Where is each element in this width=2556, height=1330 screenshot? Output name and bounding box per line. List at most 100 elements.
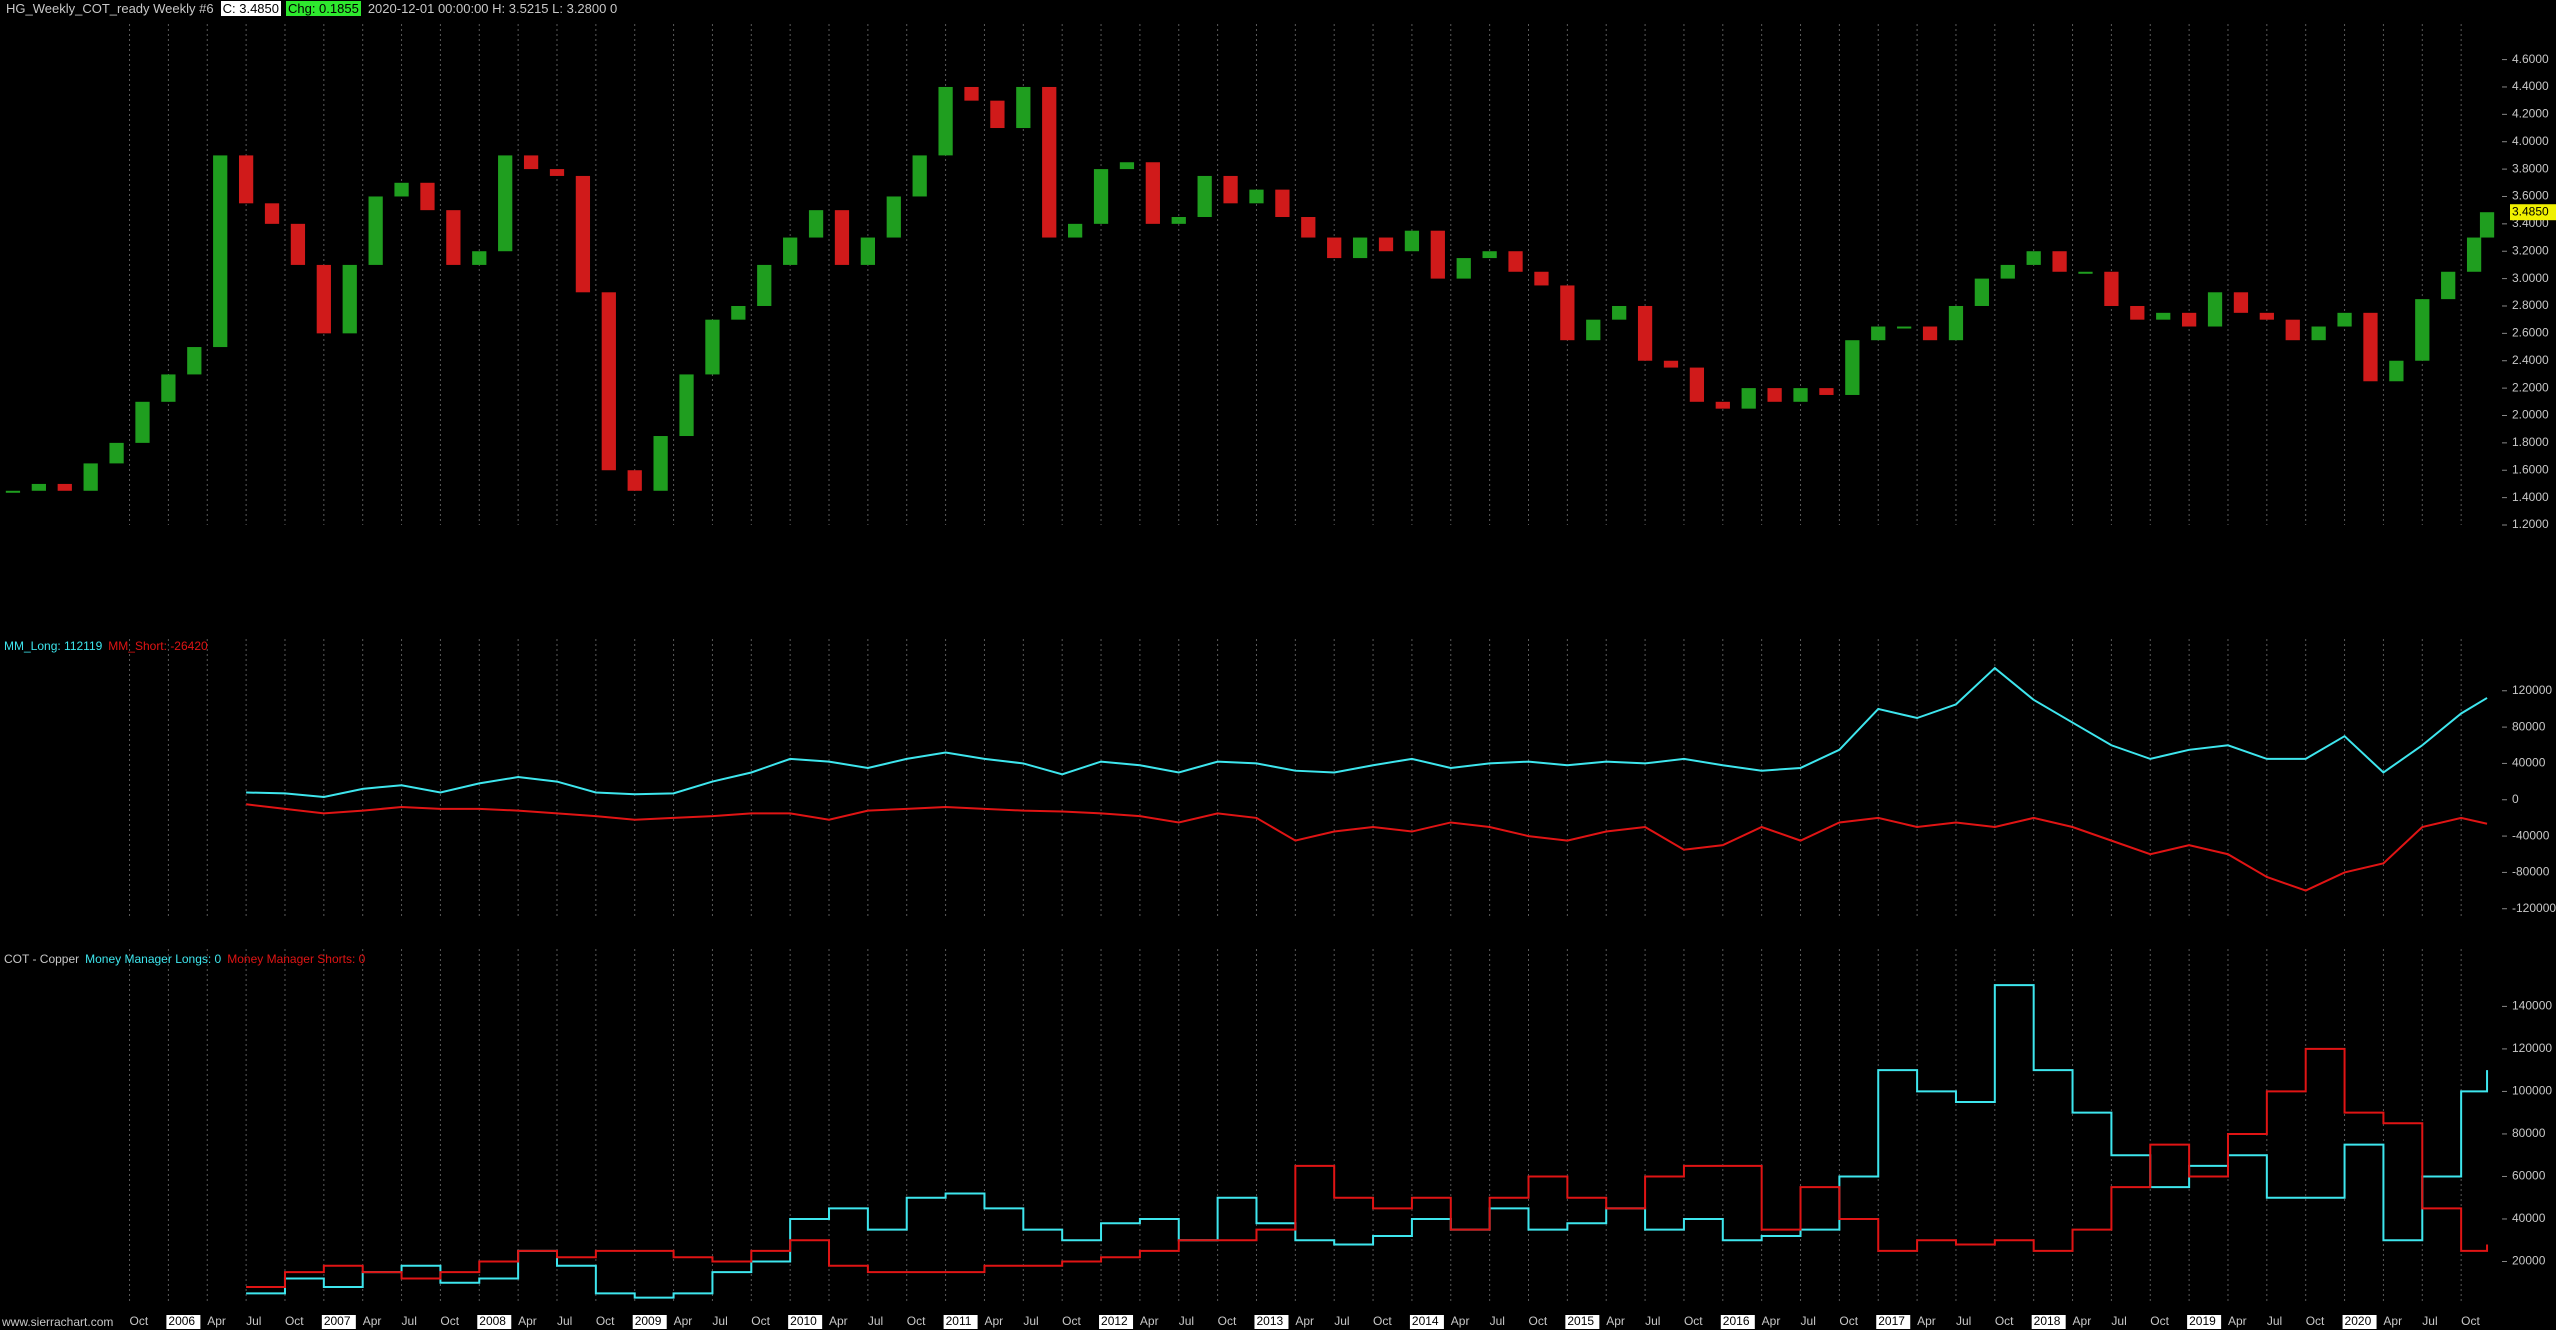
y-tick-label: 2.8000 [2512, 298, 2549, 312]
candle [368, 196, 383, 265]
x-tick-label: Apr [1606, 1314, 1625, 1328]
year-box [2031, 1315, 2066, 1329]
candle [1430, 230, 1445, 279]
panel-legend: COT - Copper Money Manager Longs: 0 Money … [4, 952, 371, 966]
candle [2078, 271, 2093, 274]
y-tick-label: 100000 [2512, 1084, 2552, 1098]
candle [135, 401, 150, 443]
candle [1637, 305, 1653, 361]
x-tick-label: Jul [246, 1314, 261, 1328]
candle [498, 155, 513, 252]
y-tick-label: 3.6000 [2512, 189, 2549, 203]
candle [2000, 264, 2015, 279]
candle [1301, 217, 1316, 238]
candle [601, 292, 616, 471]
y-tick-label: 40000 [2512, 1211, 2546, 1225]
x-tick-label: 2018 [2034, 1314, 2061, 1328]
series-line [246, 984, 2489, 1299]
watermark: www.sierrachart.com [2, 1315, 114, 1329]
candle [2285, 319, 2300, 341]
x-tick-label: Apr [207, 1314, 226, 1328]
candle [342, 264, 357, 334]
symbol: HG_Weekly_COT_ready Weekly #6 [6, 1, 214, 16]
candle [2181, 312, 2197, 327]
candle [2207, 292, 2223, 327]
candle [264, 203, 280, 224]
candle [1715, 401, 1730, 409]
y-tick-label: 2.6000 [2512, 326, 2549, 340]
candle [1042, 86, 1057, 238]
candle [679, 374, 694, 437]
y-tick-label: 40000 [2512, 756, 2546, 770]
x-tick-label: 2016 [1723, 1314, 1750, 1328]
candle [1145, 162, 1160, 224]
close-box: C: 3.4850 [220, 1, 281, 16]
x-tick-label: Oct [440, 1314, 459, 1328]
year-box [632, 1315, 667, 1329]
x-tick-label: Jul [2267, 1314, 2282, 1328]
candle [627, 470, 642, 491]
candle [2466, 237, 2482, 272]
candle [1819, 388, 1834, 395]
y-tick-label: 1.8000 [2512, 435, 2549, 449]
x-tick-label: 2009 [635, 1314, 662, 1328]
x-tick-label: Oct [751, 1314, 770, 1328]
x-tick-label: 2011 [946, 1314, 972, 1328]
candle [1223, 175, 1238, 204]
candle [2441, 271, 2456, 300]
candle [2026, 251, 2041, 265]
candle [1871, 326, 1886, 341]
x-tick-label: 2014 [1412, 1314, 1439, 1328]
candle [1612, 305, 1627, 320]
candle [2233, 292, 2249, 313]
y-tick-label: 0 [2512, 792, 2519, 806]
candle [1663, 360, 1679, 368]
y-tick-label: 80000 [2512, 1126, 2546, 1140]
candle [2052, 251, 2067, 272]
x-tick-label: Jul [712, 1314, 727, 1328]
x-tick-label: 2019 [2189, 1314, 2216, 1328]
y-tick-label: 140000 [2512, 999, 2552, 1013]
y-tick-label: -80000 [2512, 865, 2550, 879]
candle [394, 182, 409, 197]
candle [2389, 360, 2404, 382]
x-tick-label: Oct [1839, 1314, 1858, 1328]
candle [2415, 299, 2430, 361]
y-tick-label: 60000 [2512, 1169, 2546, 1183]
x-tick-label: Oct [2150, 1314, 2169, 1328]
x-tick-label: 2010 [790, 1314, 817, 1328]
candle [705, 319, 720, 375]
year-box [2342, 1315, 2377, 1329]
candle [187, 347, 202, 375]
candle [2259, 312, 2274, 320]
x-tick-label: Oct [596, 1314, 615, 1328]
candle [109, 442, 124, 464]
year-box [1409, 1315, 1444, 1329]
candle [1922, 326, 1938, 341]
x-tick-label: Oct [2461, 1314, 2480, 1328]
x-tick-label: Oct [2306, 1314, 2325, 1328]
y-tick-label: -40000 [2512, 828, 2550, 842]
candle [783, 237, 798, 265]
candle [757, 264, 772, 306]
candle [1068, 223, 1083, 238]
candle [1741, 388, 1756, 409]
last-price-label: 3.4850 [2512, 204, 2549, 218]
x-tick-label: 2006 [168, 1314, 195, 1328]
y-tick-label: 1.4000 [2512, 490, 2549, 504]
y-tick-label: 3.2000 [2512, 243, 2549, 257]
candle [2311, 326, 2326, 341]
x-tick-label: Apr [984, 1314, 1003, 1328]
candle [834, 210, 850, 265]
y-tick-label: 120000 [2512, 683, 2552, 697]
x-tick-label: Jul [1801, 1314, 1816, 1328]
year-box [788, 1315, 823, 1329]
y-tick-label: 4.0000 [2512, 134, 2549, 148]
y-tick-label: 4.2000 [2512, 107, 2549, 121]
x-tick-label: Jul [402, 1314, 417, 1328]
x-tick-label: Oct [1995, 1314, 2014, 1328]
y-tick-label: 1.6000 [2512, 462, 2549, 476]
x-tick-label: Apr [2073, 1314, 2092, 1328]
x-tick-label: Jul [1334, 1314, 1349, 1328]
